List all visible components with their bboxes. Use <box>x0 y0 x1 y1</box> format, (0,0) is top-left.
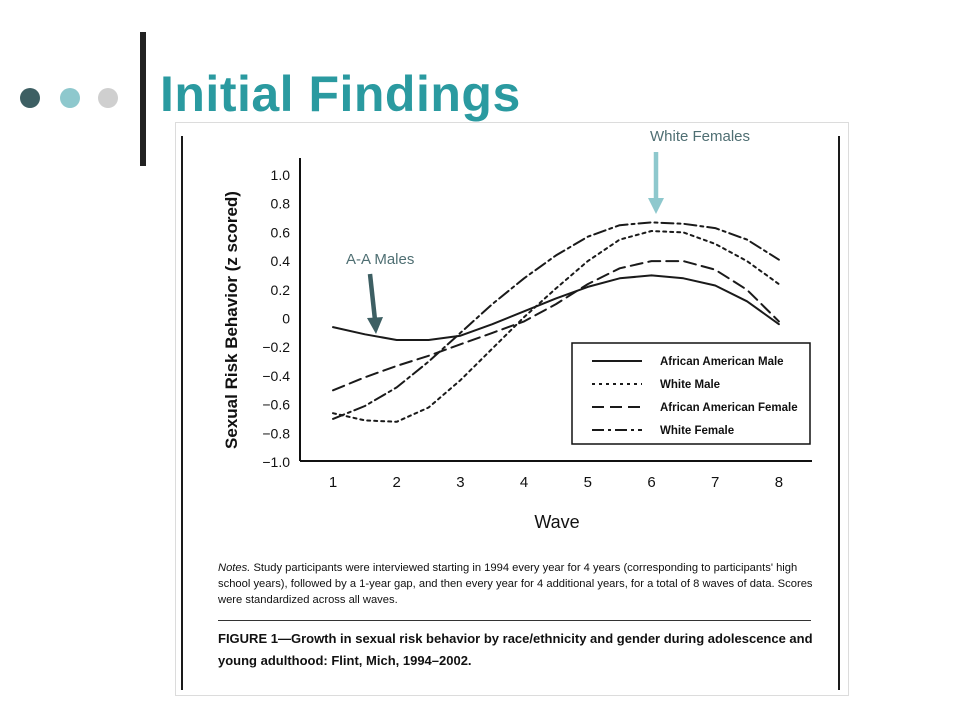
y-axis-title: Sexual Risk Behavior (z scored) <box>222 191 241 449</box>
legend-label-0: African American Male <box>660 356 784 368</box>
y-tick-label: −0.8 <box>262 425 290 441</box>
x-tick-label: 5 <box>584 474 592 491</box>
x-axis-title: Wave <box>534 512 579 532</box>
arrow-aa-males-head <box>367 317 383 334</box>
legend-box <box>571 342 811 445</box>
y-tick-label: 0 <box>282 311 290 327</box>
x-tick-label: 1 <box>329 474 337 491</box>
notes-label: Notes. <box>218 562 251 574</box>
x-tick-label: 4 <box>520 474 528 491</box>
bullet-dot-teal <box>60 88 80 108</box>
y-tick-label: 0.8 <box>271 196 291 212</box>
y-tick-label: −0.6 <box>262 397 290 413</box>
y-tick-label: −0.4 <box>262 368 290 384</box>
x-tick-label: 8 <box>775 474 783 491</box>
panel-border-left <box>181 136 183 690</box>
series-line-2 <box>332 260 780 392</box>
callout-aa-males: A-A Males <box>346 251 415 268</box>
y-tick-label: 0.2 <box>271 282 291 298</box>
callout-white-females: White Females <box>650 128 751 145</box>
slide-title: Initial Findings <box>160 66 521 122</box>
y-tick-label: −0.2 <box>262 339 290 355</box>
bullet-dot-gray <box>98 88 118 108</box>
y-tick-label: 0.6 <box>271 224 291 240</box>
legend-label-2: African American Female <box>660 402 798 414</box>
series-line-1 <box>332 230 780 423</box>
title-divider <box>140 32 146 166</box>
arrow-white-females-head <box>648 198 664 214</box>
series-line-3 <box>332 221 780 420</box>
arrow-aa-males <box>367 273 378 321</box>
x-tick-label: 7 <box>711 474 719 491</box>
caption-rule <box>218 620 811 621</box>
figure-caption: FIGURE 1—Growth in sexual risk behavior … <box>218 631 813 668</box>
notes-text: Study participants were interviewed star… <box>218 562 813 606</box>
legend-label-3: White Female <box>660 425 734 437</box>
x-tick-label: 3 <box>456 474 464 491</box>
figure-notes: Notes. Study participants were interview… <box>218 560 818 608</box>
x-tick-label: 2 <box>393 474 401 491</box>
bullet-dot-dark <box>20 88 40 108</box>
x-tick-label: 6 <box>647 474 655 491</box>
series-line-0 <box>332 274 780 341</box>
legend-label-1: White Male <box>660 379 720 391</box>
y-tick-label: −1.0 <box>262 454 290 470</box>
panel-border-right <box>838 136 840 690</box>
y-tick-label: 0.4 <box>271 253 291 269</box>
y-tick-label: 1.0 <box>271 167 291 183</box>
